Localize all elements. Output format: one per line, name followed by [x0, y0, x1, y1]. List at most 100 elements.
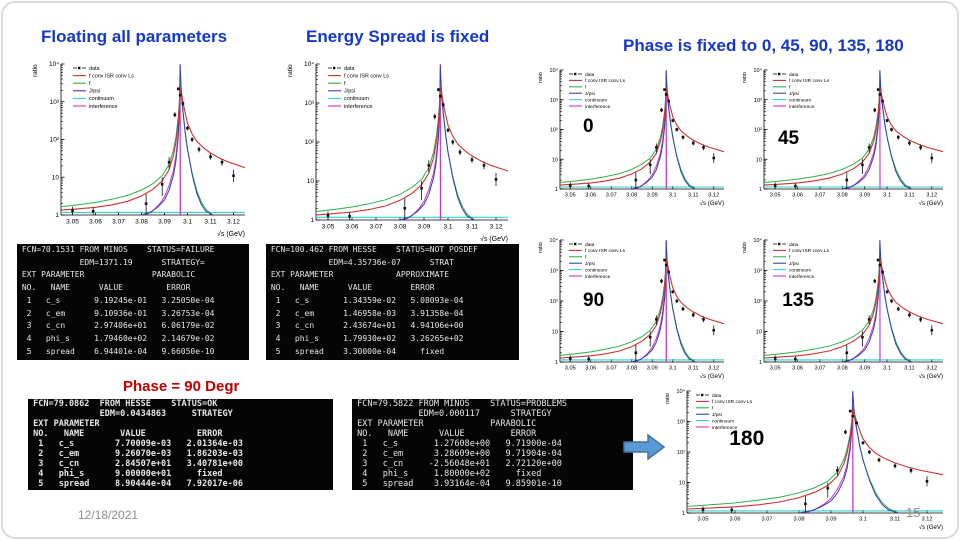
svg-text:ratio: ratio [742, 242, 748, 253]
right-arrow-icon [623, 433, 665, 461]
terminal-line: 2 c_em 9.10936e-01 3.26753e-04 [17, 308, 215, 318]
svg-text:3.08: 3.08 [135, 219, 148, 226]
svg-text:3.07: 3.07 [762, 517, 773, 523]
terminal-line: 3 c_cn 2.43674e+01 4.94106e+00 [266, 321, 464, 331]
svg-text:interference: interference [89, 104, 117, 110]
svg-text:10²: 10² [754, 128, 762, 134]
svg-text:√s (GeV): √s (GeV) [700, 200, 724, 207]
svg-text:data: data [585, 72, 595, 78]
svg-text:J/psi: J/psi [789, 91, 799, 97]
svg-text:3.06: 3.06 [792, 366, 803, 372]
svg-text:10⁴: 10⁴ [49, 61, 59, 68]
svg-text:f conv ISR conv Ls: f conv ISR conv Ls [712, 399, 753, 405]
svg-text:10⁴: 10⁴ [549, 67, 558, 74]
resonance-plot-svg: 3.05 3.06 3.07 3.08 3.09 3.1 3.11 3.12 1 10 10² 10³… [287, 61, 509, 243]
svg-text:√s (GeV): √s (GeV) [217, 230, 245, 238]
resonance-plot-espread-fixed: 3.05 3.06 3.07 3.08 3.09 3.1 3.11 3.12 1 10 10² 10³… [286, 59, 516, 244]
svg-text:3.12: 3.12 [490, 224, 503, 231]
svg-text:10⁴: 10⁴ [753, 237, 762, 244]
page-number: 15 [906, 505, 921, 520]
svg-text:continuum: continuum [344, 96, 369, 102]
svg-text:f conv ISR conv Ls: f conv ISR conv Ls [789, 248, 830, 254]
svg-text:3.09: 3.09 [826, 517, 837, 523]
terminal-line: 2 c_em 3.28609e+00 9.71904e-04 [352, 449, 562, 459]
terminal-line: NO. NAME VALUE ERROR [17, 283, 191, 293]
svg-text:3.1: 3.1 [859, 517, 867, 523]
resonance-plot-svg: 3.05 3.06 3.07 3.08 3.09 3.1 3.11 3.12 1 10 10² 10³… [32, 61, 246, 238]
terminal-line: EXT PARAMETER [28, 419, 100, 429]
slide-date: 12/18/2021 [78, 508, 139, 522]
phase-annotation-45: 45 [777, 127, 800, 149]
phase-annotation-180: 180 [729, 426, 765, 450]
terminal-line: 3 c_cn -2.56048e+01 2.72120e+00 [352, 459, 562, 469]
svg-text:10: 10 [756, 157, 762, 163]
svg-text:interference: interference [585, 274, 611, 280]
svg-text:J/psi: J/psi [344, 89, 355, 95]
svg-text:3.08: 3.08 [626, 193, 637, 199]
svg-text:√s (GeV): √s (GeV) [919, 373, 943, 380]
svg-text:1: 1 [55, 212, 59, 219]
phase-annotation-0: 0 [583, 116, 594, 138]
svg-text:10²: 10² [550, 299, 558, 305]
svg-text:1: 1 [682, 511, 685, 517]
svg-text:3.1: 3.1 [883, 366, 891, 372]
svg-text:10³: 10³ [754, 98, 762, 104]
svg-text:10: 10 [756, 330, 762, 336]
terminal-line: 2 c_em 1.46958e-03 3.91358e-04 [266, 308, 464, 318]
svg-text:3.11: 3.11 [688, 193, 698, 199]
svg-text:10³: 10³ [550, 269, 558, 275]
svg-text:3.11: 3.11 [204, 219, 217, 226]
svg-text:3.09: 3.09 [859, 366, 870, 372]
terminal-line: 1 c_s 7.70009e-03 2.01364e-03 [28, 439, 243, 449]
svg-text:3.05: 3.05 [565, 366, 576, 372]
terminal-line: 1 c_s 9.19245e-01 3.25050e-04 [17, 295, 215, 305]
svg-text:3.07: 3.07 [112, 219, 125, 226]
title-energy-spread-fixed: Energy Spread is fixed [306, 27, 490, 46]
svg-text:3.06: 3.06 [730, 517, 741, 523]
svg-text:10⁴: 10⁴ [753, 67, 762, 74]
terminal-line: EDM=4.35736e-07 STRAT [266, 257, 454, 267]
terminal-line: 1 c_s 1.27608e+00 9.71900e-04 [352, 439, 562, 449]
svg-text:interference: interference [712, 425, 738, 431]
svg-text:f: f [344, 81, 346, 87]
terminal-line: 4 phi_s 9.00000e+01 fixed [28, 469, 223, 479]
terminal-line: NO. NAME VALUE ERROR [28, 429, 223, 439]
svg-text:√s (GeV): √s (GeV) [919, 200, 943, 207]
svg-text:ratio: ratio [287, 64, 294, 77]
svg-text:3.09: 3.09 [418, 224, 431, 231]
svg-text:continuum: continuum [585, 267, 607, 273]
fit-output-terminal-phase90: FCN=79.0862 FROM HESSE STATUS=OK EDM=0.0… [28, 399, 333, 490]
fit-output-terminal-espread: FCN=100.462 FROM HESSE STATUS=NOT POSDEF… [266, 244, 519, 360]
svg-text:10⁴: 10⁴ [304, 61, 314, 68]
svg-text:continuum: continuum [789, 97, 811, 103]
svg-text:ratio: ratio [665, 393, 671, 404]
terminal-line: 4 phi_s 1.79460e+02 2.14679e-02 [17, 333, 215, 343]
resonance-plot-phase-0: 0 3.05 3.06 3.07 3.08 3.09 3.1 3.11 3.12 1 10 10² 1… [536, 65, 732, 208]
terminal-line: 1 c_s 1.34359e-02 5.08093e-04 [266, 295, 464, 305]
svg-text:10: 10 [307, 178, 315, 185]
svg-text:3.06: 3.06 [792, 193, 803, 199]
resonance-plot-floating: 3.05 3.06 3.07 3.08 3.09 3.1 3.11 3.12 1 10 10² 10³… [31, 59, 253, 239]
svg-text:data: data [344, 66, 355, 72]
resonance-plot-phase-90: 90 3.05 3.06 3.07 3.08 3.09 3.1 3.11 3.12 1 10 10²… [536, 235, 732, 381]
resonance-plot-svg: 3.05 3.06 3.07 3.08 3.09 3.1 3.11 3.12 1 10 10² 10³… [742, 67, 944, 207]
svg-text:f: f [585, 85, 587, 91]
svg-text:f conv ISR conv Ls: f conv ISR conv Ls [585, 78, 626, 84]
svg-text:3.09: 3.09 [158, 219, 171, 226]
svg-text:3.12: 3.12 [926, 193, 937, 199]
svg-text:3.09: 3.09 [647, 193, 658, 199]
terminal-line: 4 phi_s 1.79930e+02 3.26265e+02 [266, 333, 464, 343]
svg-text:f conv ISR conv Ls: f conv ISR conv Ls [789, 78, 830, 84]
svg-text:10: 10 [52, 174, 60, 181]
svg-text:f conv ISR conv Ls: f conv ISR conv Ls [344, 73, 389, 79]
terminal-line: NO. NAME VALUE ERROR [266, 283, 435, 293]
svg-text:10³: 10³ [550, 98, 558, 104]
svg-text:3.07: 3.07 [814, 193, 825, 199]
svg-text:ratio: ratio [742, 72, 748, 83]
svg-text:3.06: 3.06 [585, 366, 596, 372]
svg-text:10²: 10² [50, 137, 60, 144]
svg-text:data: data [789, 72, 799, 78]
svg-text:interference: interference [585, 104, 611, 110]
resonance-plot-phase-180: 180 3.05 3.06 3.07 3.08 3.09 3.1 3.11 3.12 1 10 10… [663, 386, 951, 532]
